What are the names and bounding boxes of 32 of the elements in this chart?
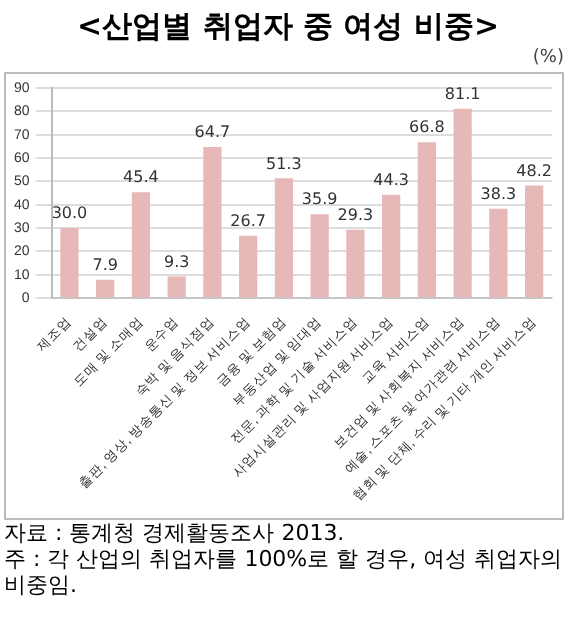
bar bbox=[382, 194, 401, 298]
data-label: 45.4 bbox=[123, 168, 159, 187]
data-label: 48.2 bbox=[516, 161, 552, 180]
text: 주 : 각 산업의 취업자를 100%로 할 경우, 여성 취업자의 비중임. bbox=[2, 546, 565, 598]
data-label: 66.8 bbox=[409, 118, 445, 137]
data-label: 64.7 bbox=[194, 123, 231, 142]
bar bbox=[167, 276, 186, 298]
bar bbox=[489, 208, 508, 298]
y-axis-title: (%) bbox=[532, 48, 564, 68]
chart-title: <산업별 취업자 중 여성 비중> bbox=[74, 6, 502, 48]
bar bbox=[453, 108, 472, 298]
bar bbox=[417, 142, 437, 298]
text: 자료 : 통계청 경제활동조사 2013. bbox=[2, 520, 347, 546]
data-label: 26.7 bbox=[230, 211, 266, 230]
data-label: 38.3 bbox=[480, 184, 517, 203]
bar bbox=[96, 279, 115, 298]
bar bbox=[346, 229, 365, 298]
data-label: 81.1 bbox=[444, 84, 481, 103]
bar bbox=[60, 228, 79, 298]
bar bbox=[525, 185, 544, 298]
bar bbox=[310, 214, 329, 298]
data-label: 30.0 bbox=[51, 204, 88, 223]
data-label: 9.3 bbox=[163, 252, 190, 271]
bar bbox=[239, 235, 258, 298]
data-label: 51.3 bbox=[266, 154, 302, 173]
data-label: 29.3 bbox=[337, 205, 374, 224]
bar bbox=[203, 147, 222, 298]
data-label: 35.9 bbox=[301, 190, 338, 209]
data-label: 7.9 bbox=[92, 255, 118, 274]
data-label: 44.3 bbox=[373, 170, 409, 189]
bar bbox=[131, 192, 151, 298]
bar bbox=[274, 178, 294, 298]
